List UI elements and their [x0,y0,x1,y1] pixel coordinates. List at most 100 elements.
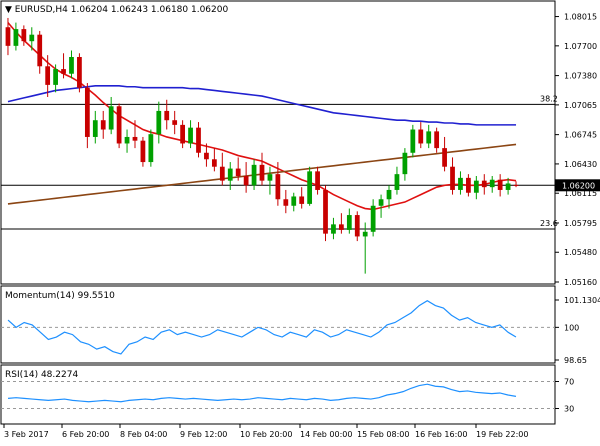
candle-bear [466,177,471,193]
momentum-axis-label: 98.65 [564,356,587,365]
chart-header: ▼ EURUSD,H4 1.06204 1.06243 1.06180 1.06… [5,5,228,15]
candle-bear [497,179,503,190]
main-price-panel[interactable] [0,0,556,285]
time-axis-label: 3 Feb 2017 [4,430,49,439]
momentum-axis-label: 100 [564,323,579,332]
rsi-panel[interactable] [0,364,556,425]
fib-level-label: 38.2 [540,94,558,103]
candle-bear [299,196,305,204]
candle-bull [53,69,58,85]
rsi-title: RSI(14) 48.2274 [5,370,78,380]
candle-bull [410,129,416,153]
price-axis-label: 1.08015 [564,13,597,22]
grid-layer [1,103,555,409]
candle-bear [235,168,241,177]
candle-bear [180,124,185,144]
candle-bear [315,171,320,190]
candle-bull [331,224,336,234]
candle-bull [69,56,74,74]
candle-bear [196,127,201,153]
candle-bull [458,177,463,190]
candle-bear [354,215,360,237]
candle-bear [442,148,447,167]
candlesticks [5,17,519,274]
time-axis-label: 19 Feb 22:00 [476,430,528,439]
candle-bear [283,199,289,206]
price-axis-label: 1.05795 [564,219,597,228]
candle-bull [394,174,400,190]
candle-bear [211,159,217,167]
rsi-axis-label: 70 [564,378,574,387]
candle-bull [188,127,193,144]
candle-bear [418,129,424,144]
candle-bear [5,27,11,46]
candle-bull [124,136,130,144]
candle-bull [148,134,154,163]
price-axis-label: 1.07065 [564,101,597,110]
candle-bear [37,34,43,67]
time-axis-label: 16 Feb 16:00 [415,430,467,439]
current-price-label: 1.06200 [562,181,595,190]
candle-bear [481,180,487,188]
candle-bull [505,183,511,190]
candle-bull [426,131,432,144]
candle-bull [362,231,368,237]
candle-bear [116,106,122,144]
candle-bear [172,120,178,125]
axis-labels: 1.08015 1.07700 1.07380 1.07065 1.06745 1.064… [3,13,600,439]
candle-bear [323,189,328,234]
candle-bear [339,224,344,230]
price-axis-label: 1.07700 [564,42,597,51]
time-axis-label: 15 Feb 08:00 [357,430,409,439]
momentum-title: Momentum(14) 99.5510 [5,291,115,301]
candle-bear [434,131,440,149]
time-axis-label: 8 Feb 04:00 [120,430,167,439]
candle-bear [164,110,170,121]
candle-bull [473,180,479,193]
candle-bull [92,120,98,137]
candle-bear [219,166,225,181]
price-axis-label: 1.05160 [564,278,597,287]
candle-bull [386,189,392,200]
candle-bull [227,168,233,181]
candle-bull [346,215,352,230]
candle-bull [378,199,384,206]
candle-bull [489,179,495,188]
candle-bear [140,140,146,163]
candle-bear [275,174,281,200]
candle-bear [84,87,90,137]
candle-bear [100,120,106,130]
price-axis-label: 1.07380 [564,72,597,81]
candle-bull [291,196,297,206]
rsi-series-line [7,383,517,403]
time-axis-label: 14 Feb 00:00 [300,430,352,439]
candle-bear [45,66,51,85]
rsi-axis-label: 30 [564,405,574,414]
candle-bull [267,174,273,181]
price-axis-label: 1.05480 [564,248,597,257]
candle-bear [77,56,82,88]
candle-bull [370,205,376,232]
candle-bear [204,152,209,160]
momentum-axis-label: 101.1304 [564,296,600,305]
candle-bear [259,164,265,181]
candle-bull [251,164,257,186]
candle-bear [61,69,66,74]
sma_long-line [7,85,517,126]
price-axis-label: 1.06115 [564,189,597,198]
candle-bear [21,29,27,42]
fib-level-label: 23.6 [540,219,558,228]
current-price-tag [555,179,600,192]
time-axis-label: 6 Feb 20:00 [62,430,109,439]
candle-bull [402,152,408,175]
momentum-line [7,300,517,355]
time-axis-label: 9 Feb 12:00 [180,430,227,439]
price-axis-label: 1.06745 [564,131,597,140]
momentum-panel[interactable] [0,285,556,364]
candle-bear [450,166,455,190]
candle-bull [156,110,162,135]
rsi-line [7,383,517,403]
candle-bull [108,106,114,130]
